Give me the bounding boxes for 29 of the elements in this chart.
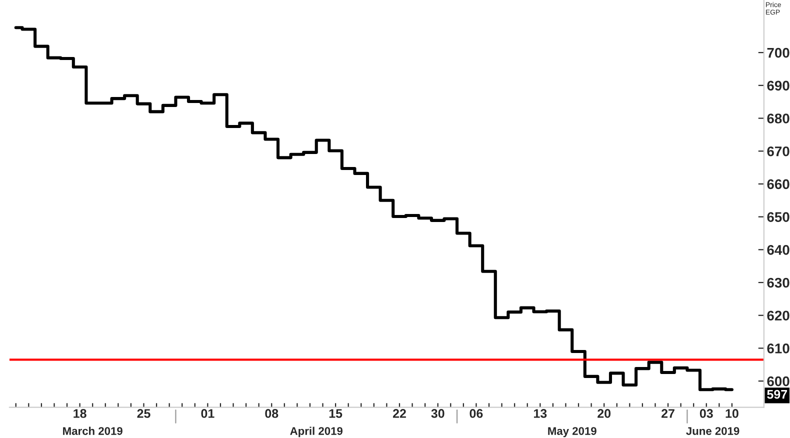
x-tick-label: 18	[74, 409, 86, 418]
x-tick-label: 20	[598, 409, 611, 418]
text: June 2019	[686, 427, 740, 435]
x-tick-label: 03	[700, 409, 713, 418]
x-tick-label: 13	[534, 409, 547, 418]
x-tick-label: 22	[392, 409, 406, 418]
x-tick-label: 06	[470, 409, 483, 418]
y-tick-label: 650	[767, 212, 790, 222]
y-tick-label: 680	[767, 114, 790, 124]
y-tick-label: 670	[767, 146, 790, 156]
y-tick-label: 620	[767, 310, 790, 321]
text: May 2019	[548, 427, 596, 438]
y-tick-label: 690	[767, 80, 790, 91]
y-tick-label: 660	[767, 179, 790, 190]
y-tick-label: 630	[767, 278, 790, 288]
y-tick-label: 640	[767, 244, 790, 255]
x-tick-label: 08	[265, 409, 278, 418]
x-tick-label: 01	[201, 409, 214, 418]
x-tick-label: 30	[431, 409, 444, 418]
y-tick-label: 700	[767, 48, 790, 58]
annotation: 597	[767, 390, 788, 399]
text: March 2019	[63, 426, 122, 435]
x-tick-label: 27	[662, 409, 674, 418]
x-tick-label: 25	[137, 409, 150, 418]
x-tick-label: 10	[726, 409, 738, 418]
y-tick-label: 600	[767, 376, 790, 386]
y-tick-label: 610	[767, 344, 790, 354]
text: April 2019	[290, 426, 343, 438]
x-tick-label: 15	[329, 409, 342, 418]
